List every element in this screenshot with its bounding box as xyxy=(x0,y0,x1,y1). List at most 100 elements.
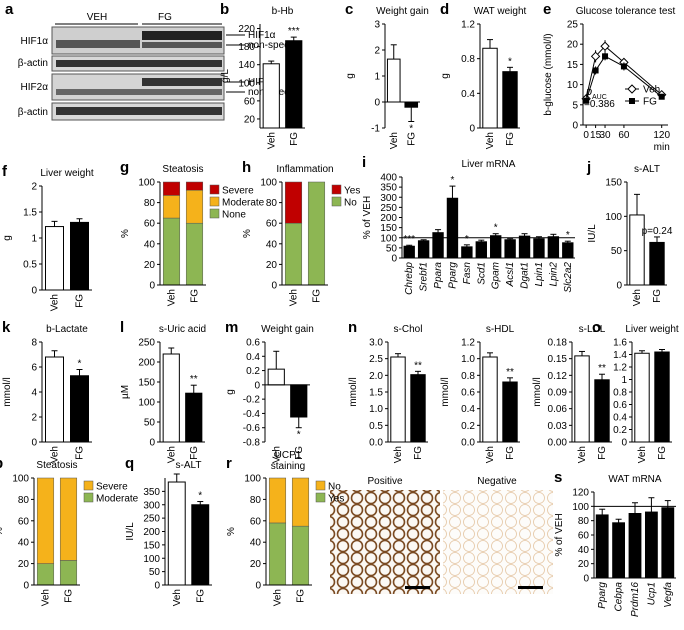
significance-label: p=0.24 xyxy=(642,226,673,237)
significance-label: * xyxy=(409,124,413,135)
y-axis-label: g xyxy=(592,389,603,395)
legend-marker xyxy=(629,98,635,104)
panel-letter: k xyxy=(2,319,11,336)
bar xyxy=(661,507,675,579)
bar-segment xyxy=(291,525,310,586)
y-tick-label: 0 xyxy=(271,281,277,292)
y-axis-label: mmol/l xyxy=(2,377,13,406)
y-tick-label: 300 xyxy=(143,500,160,511)
bar-segment xyxy=(162,181,181,196)
y-tick-label: 20 xyxy=(250,559,262,570)
y-tick-label: 40 xyxy=(266,239,278,250)
bar xyxy=(644,511,658,579)
legend-marker xyxy=(627,84,637,94)
row-label: β-actin xyxy=(18,107,48,118)
y-tick-label: 60 xyxy=(266,219,278,230)
y-tick-label: 1 xyxy=(374,72,380,83)
bar xyxy=(70,375,89,443)
x-tick-label: Veh xyxy=(266,132,277,149)
x-tick-label: Prdm16 xyxy=(630,582,641,617)
y-tick-label: 20 xyxy=(18,559,30,570)
y-tick-label: -0.6 xyxy=(243,423,261,434)
bar xyxy=(45,356,64,443)
x-tick-label: Gpam xyxy=(491,262,502,289)
y-tick-label: 20 xyxy=(144,260,156,271)
scale-bar xyxy=(405,586,430,589)
y-tick-label: 0.4 xyxy=(461,404,475,415)
bar-segment xyxy=(268,477,287,524)
x-tick-label: Veh xyxy=(289,289,300,306)
row-label: β-actin xyxy=(18,58,48,69)
y-tick-label: 60 xyxy=(244,96,256,107)
x-tick-label: Dgat1 xyxy=(520,262,531,289)
legend-swatch xyxy=(315,492,326,503)
panel-letter: p xyxy=(0,455,3,472)
x-tick-label: 0 xyxy=(583,130,589,141)
y-tick-label: -0.8 xyxy=(243,438,261,449)
y-tick-label: 120 xyxy=(572,488,589,499)
y-tick-label: 1.5 xyxy=(369,388,383,399)
y-axis-label: IU/L xyxy=(125,522,136,541)
bar xyxy=(285,40,303,129)
x-tick-label: FG xyxy=(657,446,668,460)
y-tick-label: 80 xyxy=(250,495,262,506)
legend-swatch xyxy=(83,480,94,491)
x-tick-label: Ppara xyxy=(433,262,444,289)
bar xyxy=(612,522,626,579)
y-axis-label: g xyxy=(225,389,236,395)
y-tick-label: 2 xyxy=(31,413,37,424)
bar xyxy=(386,58,401,103)
y-tick-label: 2 xyxy=(374,46,380,57)
panel-letter: q xyxy=(125,455,134,472)
y-tick-label: 0.2 xyxy=(461,421,475,432)
arrow-label: non-specific xyxy=(248,40,301,51)
micrographs: Positive Negative xyxy=(330,476,553,594)
y-tick-label: 1.6 xyxy=(613,338,627,349)
bar xyxy=(262,63,280,129)
y-tick-label: 0.4 xyxy=(246,352,260,363)
legend-label: Yes xyxy=(328,494,344,505)
y-tick-label: 0 xyxy=(391,254,397,265)
y-tick-label: 60 xyxy=(18,516,30,527)
bar-segment xyxy=(291,477,310,527)
bar xyxy=(162,353,180,443)
legend-label: Severe xyxy=(96,482,128,493)
y-tick-label: 100 xyxy=(605,212,622,223)
legend-swatch xyxy=(209,184,220,195)
y-tick-label: 1.0 xyxy=(461,354,475,365)
legend-swatch xyxy=(331,196,342,207)
x-tick-label: Acsl1 xyxy=(505,262,516,287)
panel-letter: r xyxy=(226,455,232,472)
image-label: Negative xyxy=(477,476,517,487)
y-tick-label: 50 xyxy=(149,567,161,578)
y-tick-label: 100 xyxy=(572,502,589,513)
legend-label: No xyxy=(344,198,357,209)
y-tick-label: 0 xyxy=(616,281,622,292)
y-tick-label: 250 xyxy=(143,514,160,525)
y-tick-label: 200 xyxy=(138,358,155,369)
marker xyxy=(583,97,590,104)
y-tick-label: 200 xyxy=(143,527,160,538)
y-tick-label: 200 xyxy=(380,213,397,224)
chart-title: b-Hb xyxy=(272,6,294,17)
chart-title: Inflammation xyxy=(276,164,333,175)
y-tick-label: 100 xyxy=(238,78,255,89)
legend-label: Severe xyxy=(222,186,254,197)
chart-title: Steatosis xyxy=(162,164,203,175)
x-tick-label: Veh xyxy=(41,589,52,606)
x-tick-label: Veh xyxy=(637,446,648,463)
bar-segment xyxy=(162,217,181,286)
panel-letter: h xyxy=(242,159,251,176)
significance-label: * xyxy=(78,359,82,370)
bar xyxy=(267,368,285,386)
x-tick-label: Scd1 xyxy=(476,262,487,285)
y-tick-label: 5 xyxy=(572,100,578,111)
y-tick-label: 0.06 xyxy=(548,404,568,415)
y-tick-label: 0 xyxy=(23,581,29,592)
significance-label: ** xyxy=(598,363,606,374)
y-tick-label: 0.8 xyxy=(613,388,627,399)
bar-segment xyxy=(36,563,55,586)
bar xyxy=(504,239,516,259)
y-tick-label: 250 xyxy=(380,203,397,214)
chart-title: s-Uric acid xyxy=(159,324,206,335)
